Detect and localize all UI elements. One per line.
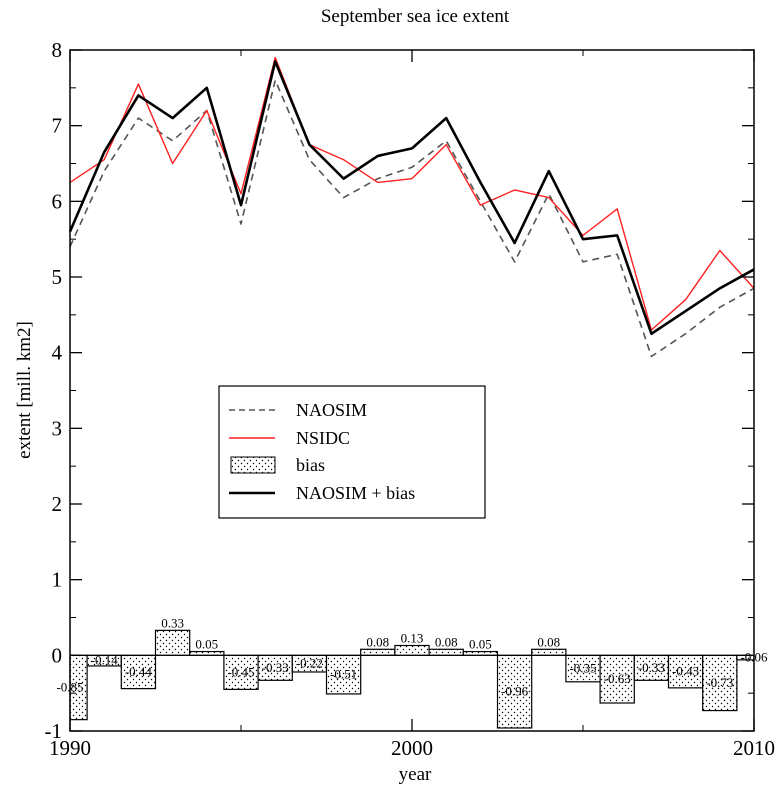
legend-label-naosim: NAOSIM bbox=[296, 400, 367, 420]
bias-value-label: 0.05 bbox=[195, 637, 218, 652]
y-tick-label: 2 bbox=[52, 492, 63, 516]
series-line-nsidc bbox=[69, 56, 755, 331]
chart-title: September sea ice extent bbox=[321, 6, 510, 27]
legend-label-bias: bias bbox=[296, 455, 325, 475]
legend-swatch-bias bbox=[230, 456, 276, 474]
bias-value-label: -0.63 bbox=[604, 671, 631, 686]
legend-box bbox=[218, 385, 486, 519]
bias-value-label: -0.45 bbox=[227, 664, 254, 679]
y-tick-label: -1 bbox=[45, 719, 63, 743]
bias-value-label: -0.22 bbox=[296, 656, 323, 671]
y-axis-label: extent [mill. km2] bbox=[14, 321, 35, 459]
bias-value-label: -0.96 bbox=[501, 684, 529, 699]
legend-label-naosim-bias: NAOSIM + bias bbox=[296, 483, 415, 503]
y-tick-label: 7 bbox=[52, 114, 63, 138]
y-tick-label: 5 bbox=[52, 265, 63, 289]
legend: NAOSIM NSIDC bias NAOSIM + bias bbox=[218, 385, 486, 519]
bias-bar bbox=[428, 648, 464, 656]
bias-bar bbox=[565, 654, 601, 683]
bias-value-label: -0.14 bbox=[91, 653, 119, 668]
bias-value-label: -0.73 bbox=[706, 675, 733, 690]
bias-value-label: 0.08 bbox=[366, 634, 389, 649]
series-line-naosim bbox=[69, 79, 755, 358]
bias-value-label: 0.13 bbox=[401, 630, 424, 645]
legend-label-nsidc: NSIDC bbox=[296, 428, 350, 448]
bias-value-label: -0.33 bbox=[638, 660, 665, 675]
x-tick-label: 2000 bbox=[391, 736, 433, 760]
bias-value-label: -0.51 bbox=[330, 667, 357, 682]
bias-bar bbox=[599, 654, 635, 704]
bias-bars bbox=[69, 629, 755, 729]
bias-bar bbox=[496, 654, 533, 729]
y-tick-label: 3 bbox=[52, 416, 63, 440]
y-tick-label: 1 bbox=[52, 568, 63, 592]
y-tick-label: 6 bbox=[52, 189, 63, 213]
bias-bar bbox=[394, 644, 430, 656]
bias-value-label: -0.35 bbox=[569, 661, 596, 676]
bias-bar bbox=[360, 648, 396, 656]
bias-bar bbox=[531, 648, 567, 656]
y-tick-label: 8 bbox=[52, 38, 63, 62]
bias-value-label: 0.08 bbox=[537, 634, 560, 649]
bias-value-label: -0.43 bbox=[672, 664, 699, 679]
x-axis-label: year bbox=[399, 764, 432, 785]
x-tick-label: 2010 bbox=[733, 736, 775, 760]
y-tick-label: 4 bbox=[52, 341, 63, 365]
series-lines bbox=[68, 56, 755, 358]
bias-value-label: 0.05 bbox=[469, 637, 492, 652]
bias-value-label: -0.44 bbox=[125, 664, 153, 679]
y-tick-label: 0 bbox=[52, 643, 63, 667]
x-tick-label: 1990 bbox=[49, 736, 91, 760]
series-line-naosim-bias bbox=[68, 60, 755, 336]
bias-bar bbox=[154, 629, 191, 656]
axes: -1 0 1 2 3 4 5 6 7 8 1990 2000 2010 bbox=[45, 38, 776, 760]
bias-value-label: 0.33 bbox=[161, 615, 184, 630]
bias-bar bbox=[223, 654, 259, 690]
bias-value-label: 0.08 bbox=[435, 634, 458, 649]
bias-value-label: -0.33 bbox=[262, 660, 289, 675]
